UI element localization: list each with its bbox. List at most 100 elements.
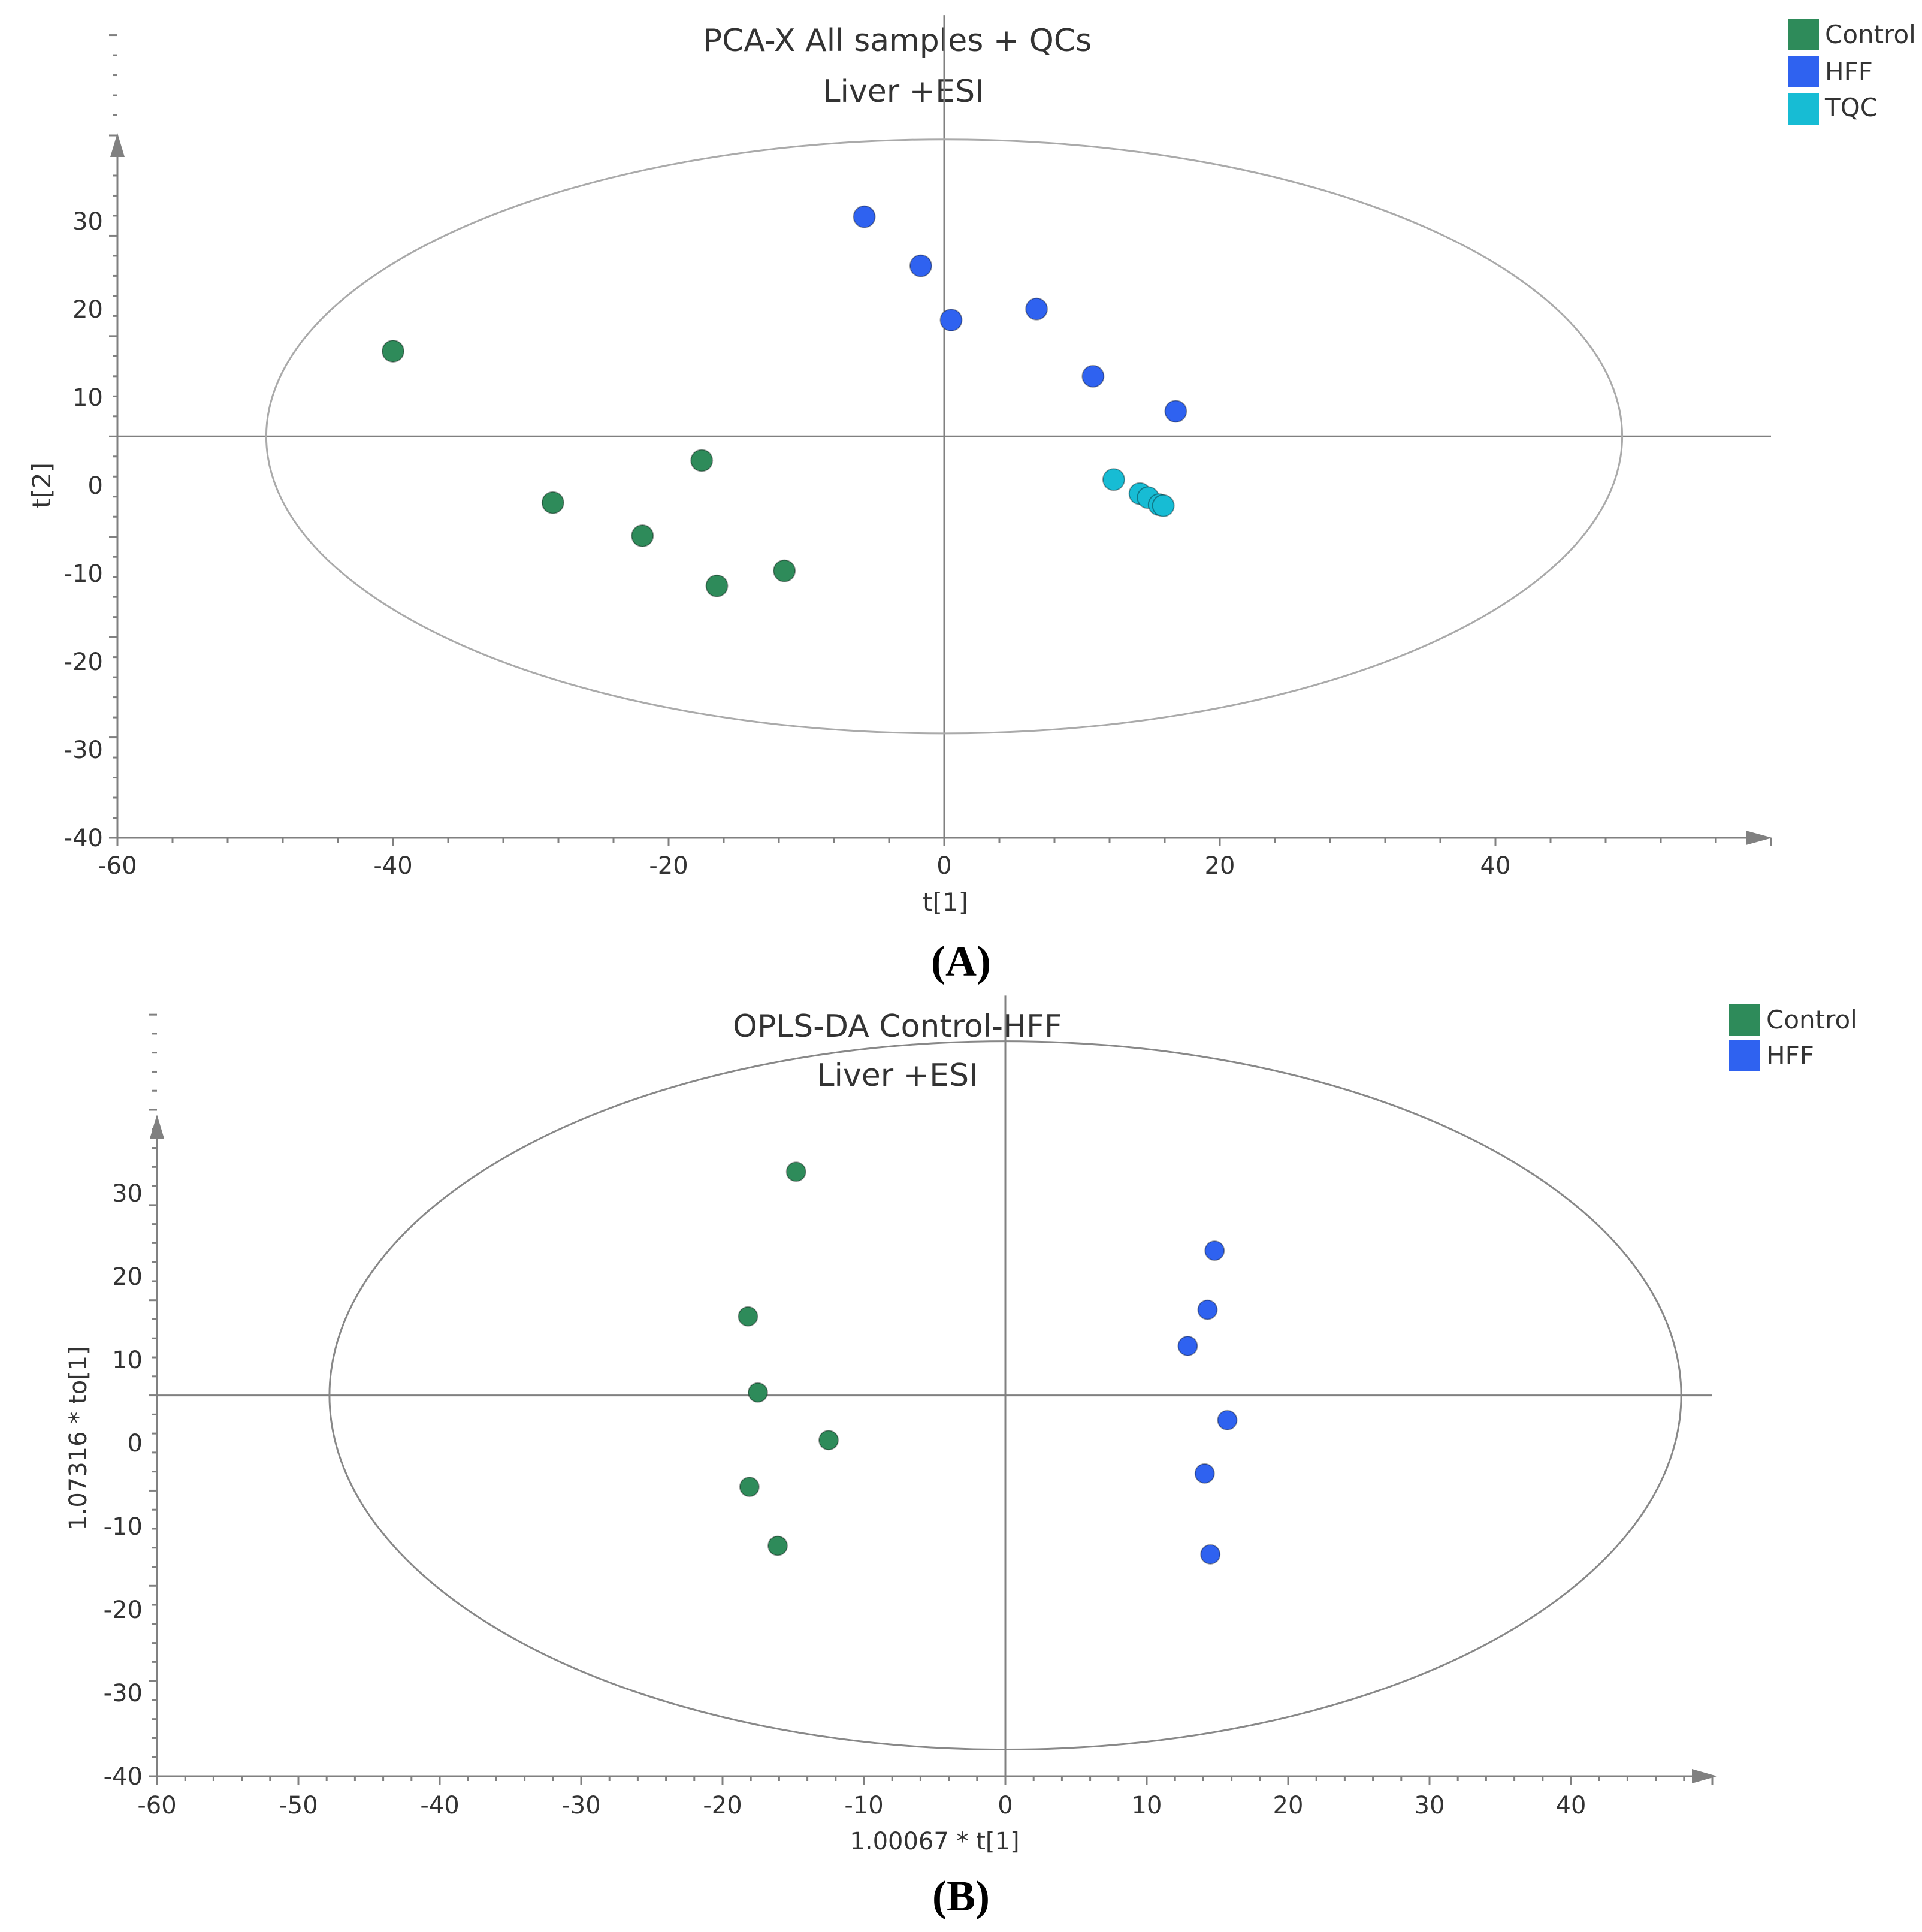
- data-point-control: [631, 524, 654, 548]
- data-point-control: [767, 1535, 788, 1556]
- data-point-hff: [1025, 297, 1048, 321]
- panel-a-x-axis-label: t[1]: [923, 887, 968, 917]
- data-point-control: [382, 339, 404, 363]
- legend-a-label-hff: HFF: [1825, 57, 1873, 86]
- panel-a-legend: Control HFF TQC: [1788, 19, 1916, 125]
- panel-b-points: [738, 1161, 1238, 1565]
- panel-a-ytick-label: -20: [64, 648, 103, 676]
- data-point-hff: [1177, 1335, 1198, 1356]
- data-point-hff: [1164, 400, 1187, 423]
- data-point-control: [705, 574, 729, 597]
- data-point-hff: [1217, 1409, 1238, 1430]
- legend-a-label-tqc: TQC: [1824, 93, 1878, 122]
- panel-a-ticks: [109, 34, 1772, 846]
- panel-a-axes: [109, 15, 1772, 846]
- panel-a-x-axis-arrow: [1746, 831, 1772, 845]
- panel-b-x-tick-labels: -60 -50 -40 -30 -20 -10 0 10 20 30 40: [137, 1792, 1586, 1819]
- data-point-hff: [1197, 1299, 1218, 1320]
- panel-a-ytick-label: 0: [88, 472, 103, 500]
- legend-a-swatch-hff: [1788, 56, 1819, 87]
- data-point-tqc: [1152, 494, 1175, 517]
- panel-b-xtick-label: -60: [137, 1792, 176, 1819]
- data-point-hff: [909, 254, 932, 277]
- panel-b-xtick-label: 20: [1273, 1792, 1304, 1819]
- panel-a-ytick-label: 30: [72, 208, 103, 236]
- panel-a-y-tick-labels: -40 -30 -20 -10 0 10 20 30: [64, 208, 103, 852]
- panel-a-ytick-label: 10: [72, 384, 103, 412]
- panel-a-y-axis-arrow: [110, 133, 125, 157]
- panel-a-ytick-label: -10: [64, 560, 103, 588]
- panel-b-x-axis-arrow: [1692, 1769, 1717, 1783]
- legend-b-swatch-control: [1729, 1004, 1760, 1036]
- legend-b-label-hff: HFF: [1766, 1041, 1814, 1070]
- panel-b-ytick-label: -20: [104, 1596, 143, 1624]
- data-point-hff: [1194, 1463, 1215, 1484]
- panel-a-xtick-label: 40: [1480, 852, 1511, 880]
- panel-b-label: (B): [932, 1872, 990, 1920]
- panel-b-ytick-label: 10: [112, 1347, 143, 1374]
- panel-b-xtick-label: 10: [1132, 1792, 1162, 1819]
- data-point-control: [785, 1161, 806, 1182]
- panel-b-hotelling-ellipse: [328, 1040, 1682, 1751]
- panel-b-ytick-label: -10: [104, 1513, 143, 1541]
- legend-b-label-control: Control: [1766, 1005, 1857, 1034]
- panel-a-xtick-label: 0: [936, 852, 951, 880]
- data-point-control: [739, 1477, 760, 1498]
- data-point-hff: [939, 309, 963, 332]
- data-point-control: [690, 449, 714, 472]
- panel-b-y-tick-labels: -40 -30 -20 -10 0 10 20 30: [104, 1180, 143, 1791]
- panel-b-xtick-label: 0: [998, 1792, 1013, 1819]
- panel-a-hotelling-ellipse: [265, 138, 1624, 735]
- panel-a-xtick-label: -60: [98, 852, 137, 880]
- panel-b-ytick-label: -30: [104, 1680, 143, 1707]
- data-point-hff: [1204, 1240, 1225, 1261]
- panel-a-ytick-label: -40: [64, 825, 103, 852]
- data-point-control: [818, 1430, 839, 1451]
- panel-a-points: [382, 205, 1187, 597]
- panel-b-xtick-label: -30: [561, 1792, 600, 1819]
- panel-b-ytick-label: 20: [112, 1263, 143, 1291]
- legend-a-label-control: Control: [1825, 20, 1916, 49]
- panel-b-x-axis-label: 1.00067 * t[1]: [850, 1828, 1019, 1855]
- panel-a-ytick-label: -30: [64, 736, 103, 764]
- panel-a-xtick-label: 20: [1205, 852, 1235, 880]
- data-point-control: [773, 559, 796, 582]
- panel-a: PCA-X All samples + QCs Liver +ESI Contr…: [27, 15, 1916, 985]
- panel-b-subtitle: Liver +ESI: [817, 1058, 978, 1094]
- data-point-tqc: [1102, 468, 1125, 491]
- panel-a-xtick-label: -20: [649, 852, 688, 880]
- data-point-control: [748, 1382, 768, 1403]
- panel-b: OPLS-DA Control-HFF Liver +ESI Control H…: [65, 995, 1857, 1920]
- panel-b-xtick-label: -20: [703, 1792, 742, 1819]
- panel-b-ticks: [149, 1013, 1714, 1785]
- data-point-control: [541, 491, 564, 514]
- panel-a-x-tick-labels: -60 -40 -20 0 20 40: [98, 852, 1510, 880]
- panel-b-axes: [149, 995, 1717, 1785]
- panel-b-xtick-label: -40: [420, 1792, 459, 1819]
- panel-a-ytick-label: 20: [72, 296, 103, 324]
- legend-b-swatch-hff: [1729, 1040, 1760, 1071]
- data-point-control: [738, 1306, 758, 1327]
- panel-b-legend: Control HFF: [1729, 1004, 1857, 1071]
- panel-b-y-axis-arrow: [150, 1115, 164, 1139]
- panel-b-ytick-label: 0: [128, 1430, 143, 1457]
- panel-b-xtick-label: -50: [279, 1792, 318, 1819]
- panel-b-xtick-label: 40: [1556, 1792, 1586, 1819]
- panel-b-title: OPLS-DA Control-HFF: [733, 1009, 1062, 1045]
- data-point-hff: [853, 205, 876, 228]
- legend-a-swatch-tqc: [1788, 93, 1819, 125]
- panel-a-title: PCA-X All samples + QCs: [703, 23, 1092, 59]
- panel-a-xtick-label: -40: [373, 852, 412, 880]
- panel-b-xtick-label: -10: [844, 1792, 883, 1819]
- panel-a-subtitle: Liver +ESI: [823, 74, 984, 110]
- data-point-hff: [1081, 364, 1105, 388]
- panel-b-xtick-label: 30: [1415, 1792, 1445, 1819]
- panel-a-label: (A): [931, 937, 991, 985]
- data-point-hff: [1200, 1544, 1221, 1565]
- panel-b-y-axis-label: 1.07316 * to[1]: [65, 1346, 92, 1530]
- legend-a-swatch-control: [1788, 19, 1819, 50]
- panel-a-y-axis-label: t[2]: [27, 463, 56, 508]
- panel-b-ytick-label: 30: [112, 1180, 143, 1208]
- panel-b-ytick-label: -40: [104, 1763, 143, 1791]
